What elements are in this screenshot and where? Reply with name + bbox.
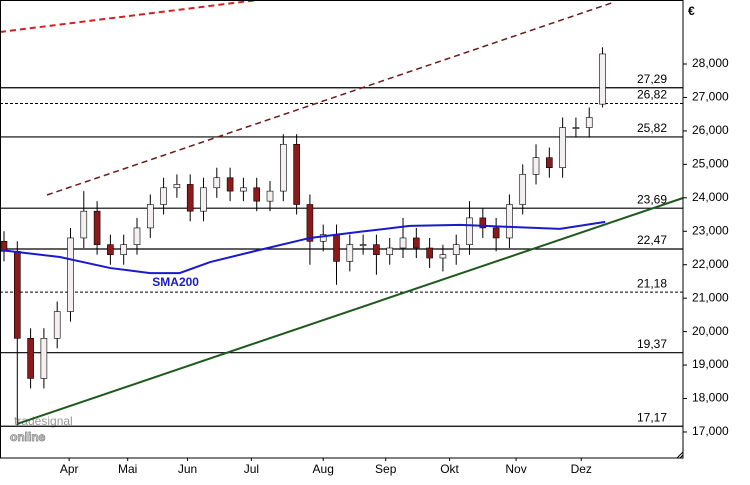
candle-body	[585, 117, 593, 128]
y-tick-label: 18,000	[692, 391, 729, 405]
y-tick-label: 25,000	[692, 157, 729, 171]
candle-body	[213, 177, 221, 189]
y-tick-label: 28,000	[692, 56, 729, 70]
y-tick-label: 26,000	[692, 123, 729, 137]
trend-line	[16, 197, 684, 425]
candle-body	[319, 234, 327, 242]
corner-grip	[676, 451, 684, 459]
candle-body	[133, 227, 141, 245]
candle-body	[146, 204, 154, 229]
candle-body	[346, 244, 354, 262]
line-label: SMA200	[152, 275, 199, 289]
candle-body	[13, 251, 21, 339]
x-tick-label: Aug	[313, 462, 334, 476]
candle-body	[466, 217, 473, 245]
candle-body	[93, 210, 101, 245]
level-label: 21,18	[637, 276, 667, 290]
level-label: 25,82	[637, 121, 667, 135]
candle-body	[426, 247, 433, 259]
candle-body	[280, 143, 287, 192]
candle-body	[293, 143, 300, 205]
candle-body	[399, 237, 407, 249]
candle-body	[439, 254, 447, 259]
currency-label: €	[688, 4, 695, 18]
candle-body	[599, 53, 606, 105]
y-tick-label: 19,000	[692, 357, 729, 371]
candle-body	[67, 237, 74, 312]
level-label: 23,69	[637, 192, 667, 206]
trend-line	[0, 0, 258, 33]
candle-body	[546, 157, 553, 168]
candle-body	[359, 244, 367, 246]
candle-body	[572, 127, 580, 129]
candle-body	[173, 184, 181, 189]
candle-body	[253, 187, 261, 202]
y-tick-label: 27,000	[692, 90, 729, 104]
candle-body	[333, 234, 340, 262]
x-tick-label: Dez	[571, 462, 592, 476]
candle-body	[160, 187, 167, 205]
x-tick-label: Sep	[375, 462, 397, 476]
candle-body	[80, 210, 88, 239]
x-tick-label: Jun	[178, 462, 197, 476]
y-tick-label: 21,000	[692, 290, 729, 304]
x-tick-label: Apr	[60, 462, 79, 476]
candle-body	[492, 227, 500, 239]
level-label: 22,47	[637, 233, 667, 247]
y-tick-label: 23,000	[692, 223, 729, 237]
watermark: online	[10, 430, 46, 444]
candle-body	[200, 187, 207, 212]
y-tick-label: 17,000	[692, 424, 729, 438]
candle-body	[452, 244, 460, 255]
y-tick-label: 22,000	[692, 257, 729, 271]
candle-body	[266, 190, 274, 202]
candle-body	[532, 157, 540, 175]
x-tick-label: Okt	[440, 462, 459, 476]
y-tick-label: 20,000	[692, 324, 729, 338]
watermark: tradesignal	[14, 414, 73, 428]
level-label: 26,82	[637, 88, 667, 102]
candle-body	[107, 244, 114, 255]
candle-body	[186, 184, 194, 212]
candle-body	[40, 338, 48, 379]
candle-body	[559, 127, 566, 168]
level-label: 27,29	[637, 72, 667, 86]
candle-body	[27, 338, 34, 379]
candle-body	[53, 311, 61, 339]
candle-body	[240, 187, 247, 192]
candle-body	[306, 204, 314, 242]
candle-body	[413, 237, 420, 249]
x-tick-label: Jul	[244, 462, 259, 476]
candle-body	[120, 244, 127, 255]
candle-body	[386, 247, 394, 255]
candle-body	[226, 177, 234, 192]
level-label: 19,37	[637, 337, 667, 351]
y-tick-label: 24,000	[692, 190, 729, 204]
candle-body	[519, 174, 527, 205]
candle-body	[479, 217, 487, 229]
candle-body	[373, 244, 380, 255]
plot-frame	[0, 0, 684, 459]
candle-body	[506, 204, 513, 239]
x-tick-label: Mai	[118, 462, 137, 476]
level-label: 17,17	[637, 410, 667, 424]
trend-line	[0, 220, 606, 275]
x-tick-label: Nov	[505, 462, 526, 476]
